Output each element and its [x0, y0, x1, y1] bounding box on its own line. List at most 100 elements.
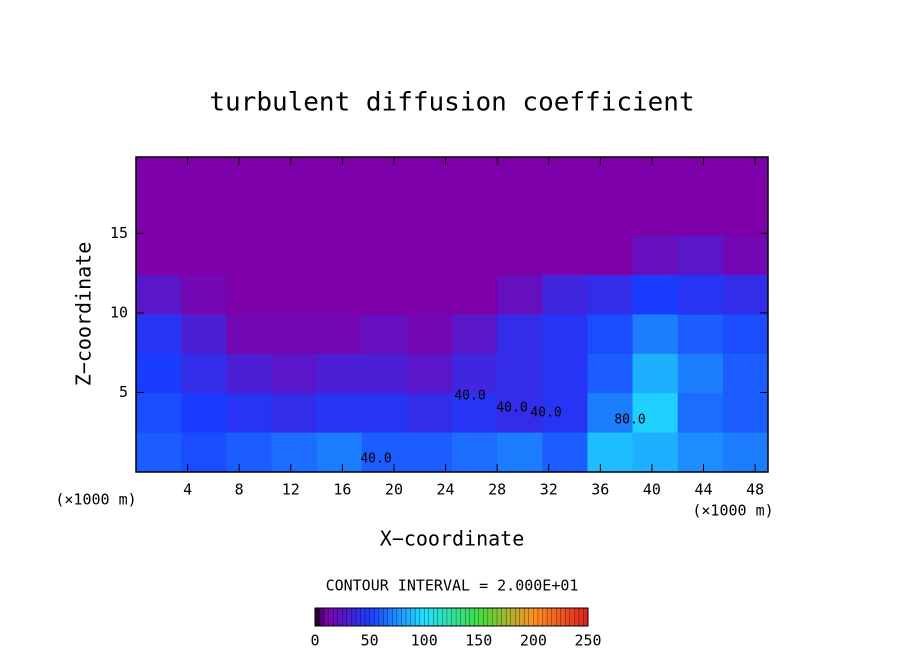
heat-cell [406, 353, 453, 394]
colorbar-swatch [373, 607, 380, 627]
heat-cell [452, 235, 498, 276]
heat-cell [271, 235, 318, 276]
x-unit-label: (×1000 m) [55, 491, 136, 509]
heat-cell [181, 353, 227, 394]
heat-cell [406, 157, 453, 197]
colorbar-swatch [460, 607, 466, 627]
colorbar-swatch [446, 607, 452, 627]
colorbar-swatch [505, 607, 512, 627]
colorbar-swatch [464, 607, 471, 627]
heat-cell [361, 393, 408, 434]
heat-cell [542, 196, 588, 237]
heat-cell [542, 353, 588, 394]
colorbar-swatch [533, 607, 539, 627]
heat-cell [181, 235, 227, 276]
colorbar-swatch [578, 607, 584, 627]
heat-cell [497, 196, 543, 237]
colorbar-swatch [487, 607, 493, 627]
x-tick-label: 12 [282, 481, 300, 499]
heat-cell [497, 393, 543, 434]
y-tick-label: 15 [110, 224, 128, 242]
heat-cell [136, 235, 182, 276]
x-tick-label: 32 [540, 481, 558, 499]
heat-cell [136, 196, 182, 237]
x-unit-label: (×1000 m) [692, 502, 773, 520]
colorbar-swatch [314, 607, 320, 627]
colorbar-swatch [401, 607, 407, 627]
heat-cell [271, 275, 318, 315]
colorbar-swatch [469, 607, 475, 627]
colorbar-swatch [451, 607, 457, 627]
heat-cell [271, 353, 318, 394]
heat-cell [136, 275, 182, 315]
heat-cell [226, 157, 272, 197]
heat-cell [361, 235, 408, 276]
heat-cell [497, 157, 543, 197]
colorbar-tick-label: 150 [465, 632, 492, 650]
y-axis-label: Z−coordinate [72, 242, 96, 387]
heat-cell [677, 235, 724, 276]
colorbar-frame [314, 607, 589, 627]
x-axis-label: X−coordinate [380, 527, 525, 551]
heat-cell [497, 432, 543, 473]
heat-cell [361, 275, 408, 315]
colorbar-swatch [560, 607, 566, 627]
heat-cell [722, 353, 769, 394]
heat-cell [452, 196, 498, 237]
x-tick-label: 24 [437, 481, 455, 499]
colorbar-swatch [342, 607, 348, 627]
colorbar-title: CONTOUR INTERVAL = 2.000E+01 [326, 577, 579, 595]
heat-cell [181, 196, 227, 237]
heat-cell [316, 157, 363, 197]
colorbar-swatch [455, 607, 462, 627]
contour-label: 40.0 [530, 406, 561, 421]
contour-label: 40.0 [454, 389, 485, 404]
heat-cell [542, 314, 588, 355]
contour-label: 40.0 [496, 401, 527, 416]
colorbar-swatch [492, 607, 498, 627]
heat-cell [226, 275, 272, 315]
heat-cell [316, 235, 363, 276]
colorbar-swatch [369, 607, 375, 627]
colorbar-swatch [556, 607, 562, 627]
contour-label: 80.0 [614, 413, 645, 428]
heat-cell [271, 432, 318, 473]
colorbar-swatch [355, 607, 361, 627]
colorbar-swatch [392, 607, 398, 627]
heat-cell [722, 275, 769, 315]
heat-cell [181, 157, 227, 197]
colorbar-swatch [346, 607, 352, 627]
y-tick-label: 10 [110, 303, 128, 321]
colorbar-tick-label: 50 [361, 632, 379, 650]
heat-cell [181, 393, 227, 434]
heat-cell [181, 314, 227, 355]
colorbar-swatch [569, 607, 575, 627]
heat-cell [406, 235, 453, 276]
colorbar-swatch [501, 607, 507, 627]
colorbar-swatch [364, 607, 371, 627]
heat-cell [677, 353, 724, 394]
colorbar-swatch [323, 607, 330, 627]
heat-cell [136, 432, 182, 473]
heat-cell [497, 275, 543, 315]
heat-cell [316, 353, 363, 394]
heat-cell [136, 393, 182, 434]
x-tick-label: 44 [694, 481, 712, 499]
colorbar-swatch [483, 607, 489, 627]
colorbar-swatch [442, 607, 448, 627]
colorbar-swatch [405, 607, 411, 627]
colorbar-swatch [515, 607, 521, 627]
heat-cell [542, 393, 588, 434]
heat-cell [677, 432, 724, 473]
colorbar-tick-label: 200 [520, 632, 547, 650]
heat-cell [452, 157, 498, 197]
heat-cell [722, 314, 769, 355]
colorbar-swatch [419, 607, 425, 627]
colorbar-swatch [333, 607, 339, 627]
heat-cell [587, 393, 634, 434]
y-tick-label: 5 [119, 383, 128, 401]
x-tick-label: 48 [746, 481, 764, 499]
heat-cell [181, 275, 227, 315]
colorbar-swatch [546, 607, 553, 627]
colorbar-swatch [396, 607, 402, 627]
